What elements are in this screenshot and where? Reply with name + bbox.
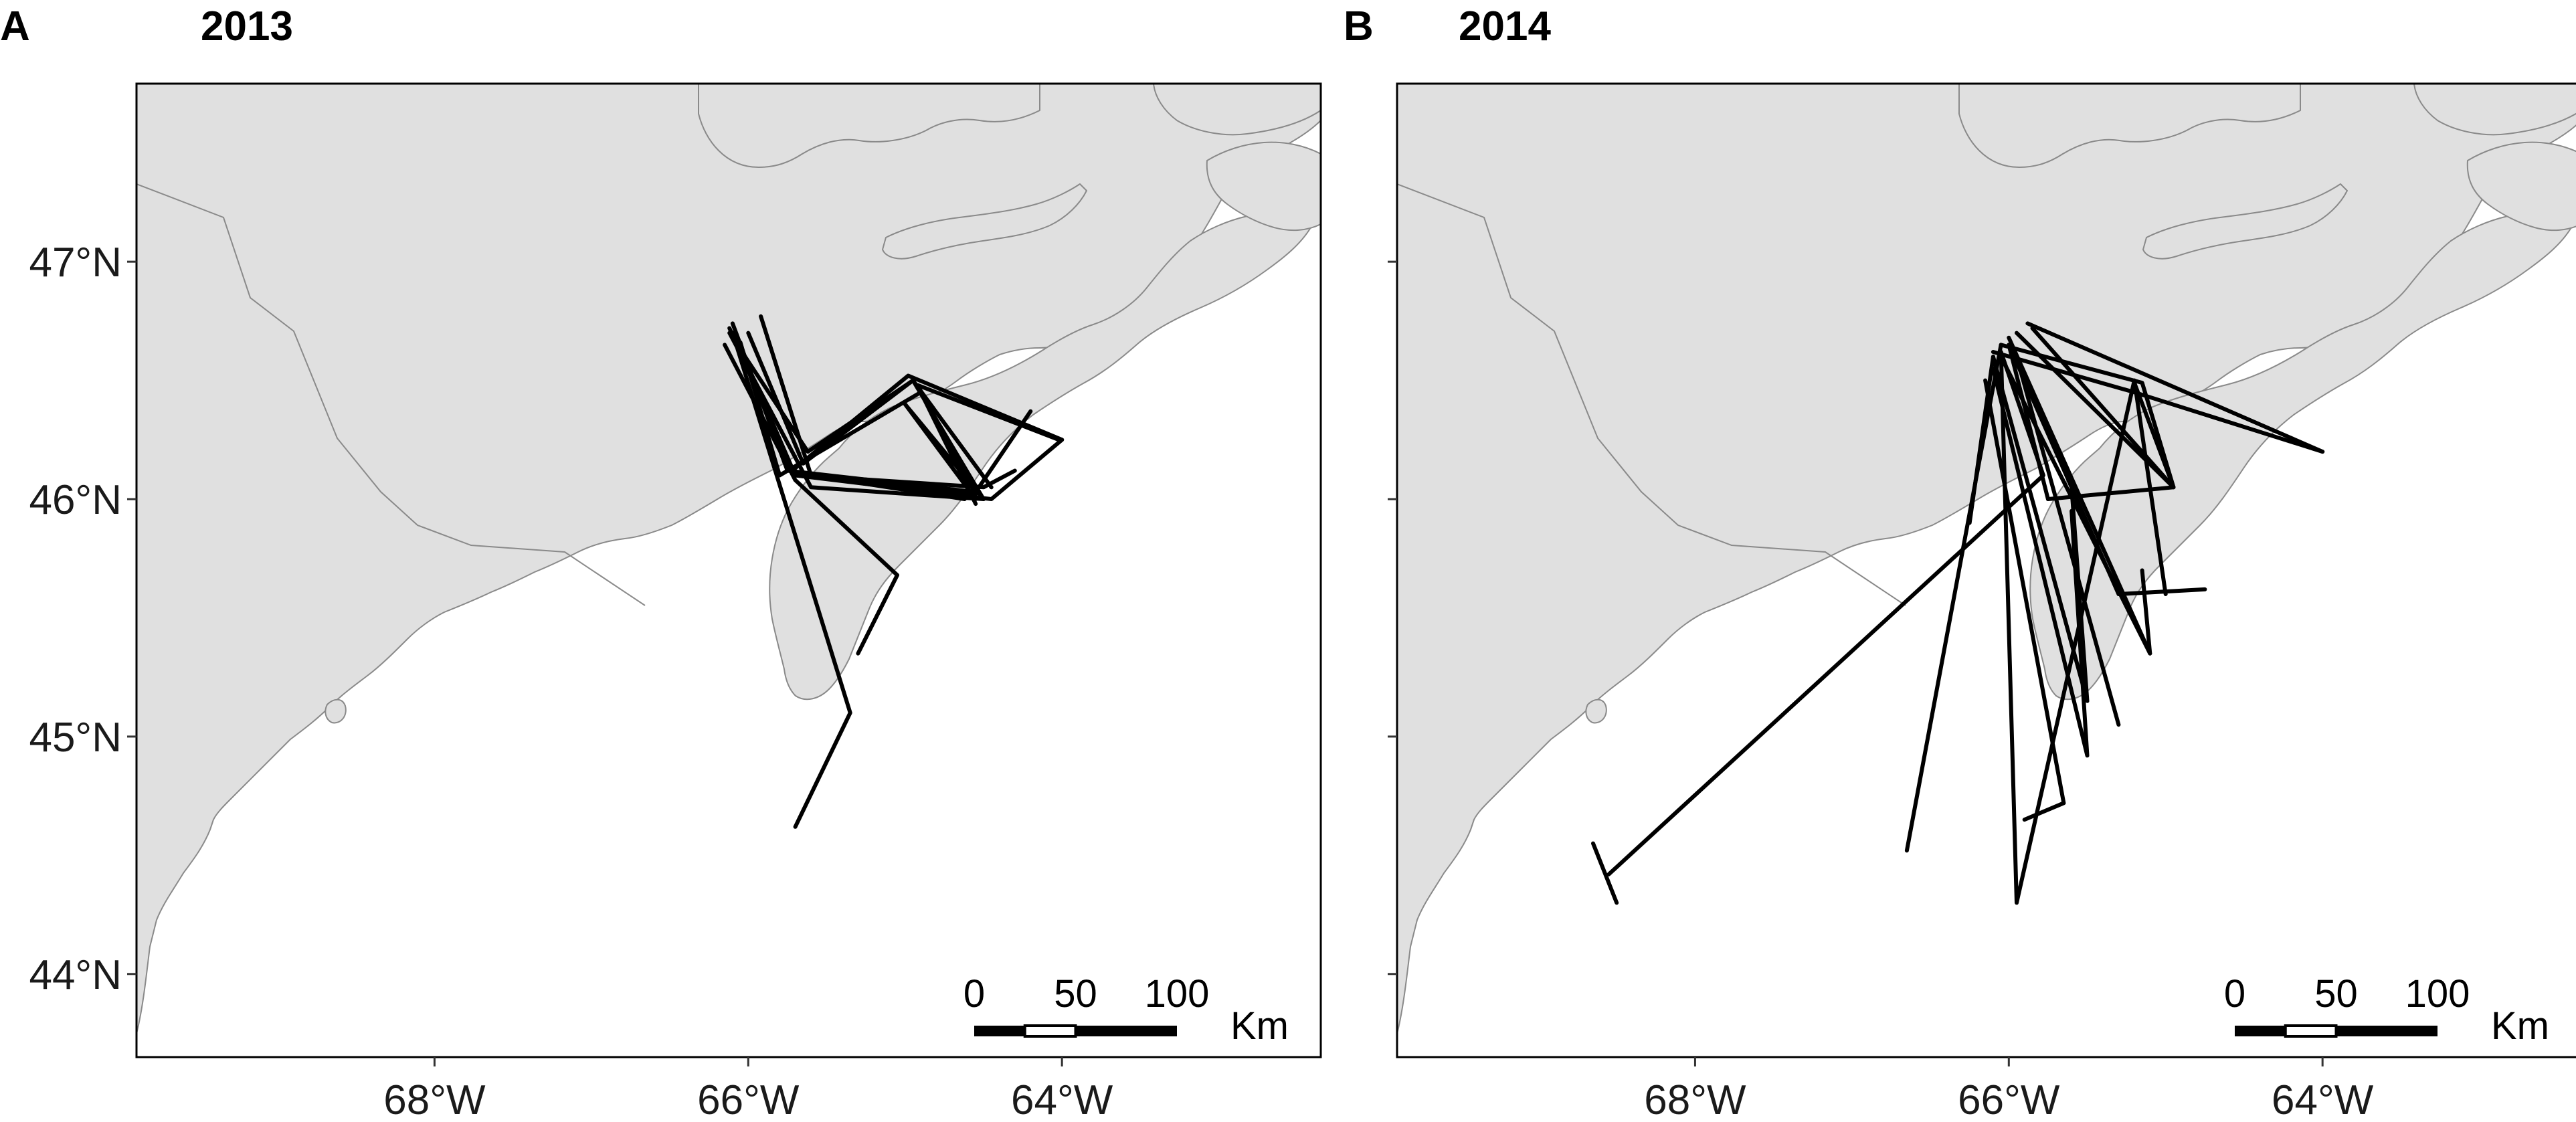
tracking-path — [1999, 350, 2168, 905]
panel-year: 2013 — [201, 3, 293, 50]
scale-bar-label: 100 — [2405, 972, 2470, 1016]
tracks — [723, 314, 1065, 829]
tracking-path — [730, 331, 852, 829]
tracking-path — [1991, 355, 2090, 703]
tracking-path — [730, 335, 986, 501]
scale-bar-segment — [2284, 1024, 2338, 1038]
axis-ticks: 68°W 66°W 64°W 44°N 45°N 46°N 47°N — [29, 240, 1113, 1122]
y-tick-label: 45°N — [29, 715, 122, 761]
tracking-path — [2015, 331, 2176, 490]
scale-bar-segment — [1023, 1024, 1077, 1038]
scale-bar-label: 50 — [1054, 972, 1097, 1016]
international-border — [1397, 183, 1906, 606]
scale-bar-label: 0 — [963, 972, 985, 1016]
scale-bar-segment — [2336, 1026, 2437, 1036]
scale-bar-segment — [1075, 1026, 1177, 1036]
tracking-path — [1591, 841, 1619, 905]
panel-b: B 2014 68°W 66°W 64°W 0 50 100 Km — [1344, 3, 2576, 1122]
map-area — [136, 84, 1321, 1057]
tracks — [1591, 321, 2325, 905]
scale-bar-label: 0 — [2224, 972, 2245, 1016]
map-frame — [1396, 82, 2576, 1058]
x-tick-label: 68°W — [383, 1077, 486, 1122]
x-tick-label: 66°W — [697, 1077, 800, 1122]
panel-letter: B — [1344, 3, 1374, 50]
tracking-path — [2015, 355, 2121, 727]
tracking-path — [801, 468, 1017, 490]
tracking-path — [1999, 355, 2152, 656]
map-frame — [135, 82, 1322, 1058]
scale-bar-label: 50 — [2314, 972, 2358, 1016]
scale-bar-segment — [974, 1026, 1025, 1036]
scale-bar-segment — [2235, 1026, 2286, 1036]
scale-bar: 0 50 100 Km — [963, 972, 1289, 1048]
x-tick-label: 64°W — [2272, 1077, 2374, 1122]
tracking-path — [2025, 321, 2325, 454]
scale-bar: 0 50 100 Km — [2224, 972, 2549, 1048]
y-tick-label: 47°N — [29, 240, 122, 286]
scale-bar-unit: Km — [2491, 1004, 2549, 1048]
tracking-path — [1904, 343, 2003, 853]
panel-year: 2014 — [1459, 3, 1551, 50]
y-tick-label: 46°N — [29, 477, 122, 523]
tracking-path — [1991, 350, 2325, 454]
x-tick-label: 68°W — [1644, 1077, 1746, 1122]
tracking-path — [723, 343, 899, 656]
x-tick-label: 64°W — [1011, 1077, 1113, 1122]
panel-letter: A — [0, 3, 30, 50]
tracking-path — [759, 314, 967, 501]
tracking-path — [746, 331, 994, 490]
axis-ticks: 68°W 66°W 64°W — [1388, 260, 2374, 1122]
tracking-path — [1991, 366, 2090, 758]
map-area — [1397, 84, 2576, 1057]
international-border — [136, 183, 646, 606]
tracking-path — [2007, 343, 2207, 596]
y-tick-label: 44°N — [29, 952, 122, 998]
scale-bar-unit: Km — [1230, 1004, 1289, 1048]
panel-a: A 2013 68°W 66°W 64°W 44°N 45°N 46°N 47°N 0 50 1… — [0, 3, 1322, 1122]
x-tick-label: 66°W — [1958, 1077, 2060, 1122]
scale-bar-label: 100 — [1145, 972, 1210, 1016]
